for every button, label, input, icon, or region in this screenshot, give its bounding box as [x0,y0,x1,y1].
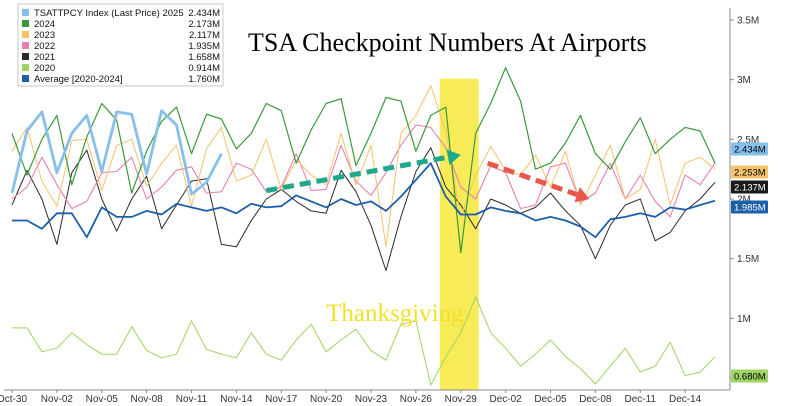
x-tick-label: Nov-05 [86,394,119,405]
trend-arrows [265,149,590,203]
axes: 3.5M3M2.5M2M1.5M1M0.5MOct-30Nov-02Nov-05… [0,8,759,405]
series-line-2021 [11,147,716,272]
y-tick-label: 3M [737,75,751,86]
legend-value: 2.434M [188,8,220,19]
x-tick-label: Nov-17 [265,394,298,405]
legend-value: 2.117M [189,30,220,41]
x-tick-label: Nov-23 [355,394,388,405]
x-tick-label: Nov-20 [310,394,343,405]
legend-swatch [22,9,29,16]
annotations: Thanksgiving [326,300,464,327]
end-badge-value: 2.253M [734,168,766,179]
legend-swatch [22,42,29,49]
x-tick-label: Dec-14 [669,394,702,405]
trend-arrow-head-1 [446,149,461,166]
end-badge-tsattpcy-index-last-price-2025: 2.434M [731,142,768,156]
end-badge-box [731,180,768,194]
end-badge-value: 0.680M [734,372,766,383]
legend-label: Average [2020-2024] [34,74,123,85]
x-tick-label: Dec-02 [490,394,523,405]
legend-box [17,3,224,87]
legend-value: 2.173M [188,19,220,30]
end-badge-box [731,200,768,214]
y-tick-label: 3.5M [737,15,759,26]
legend-swatch [22,75,29,82]
legend-swatch [22,31,29,38]
trend-arrow-head-2 [574,187,590,203]
end-badge-box [731,165,768,179]
end-badge-value: 1.985M [734,203,766,214]
legend-label: 2023 [34,30,55,41]
legend-entry-2021: 2021 1.658M [22,52,220,63]
end-badge-box [731,142,768,156]
trend-arrow-shaft-2 [486,160,578,198]
x-tick-label: Oct-30 [0,394,27,405]
legend-swatch [22,20,29,27]
y-tick-label: 2M [737,195,751,206]
end-badge-value: 2.434M [734,145,766,156]
x-tick-label: Nov-26 [400,394,433,405]
end-badge-value: 2.137M [734,183,766,194]
series-line-2020 [12,296,716,386]
legend-label: 2022 [34,41,55,52]
legend-value: 1.760M [188,74,220,85]
series-line-2024 [11,67,716,254]
end-badge-box [731,369,768,383]
legend: TSATTPCY Index (Last Price) 2025 2.434M20… [17,3,224,87]
legend-value: 1.658M [188,52,220,63]
series-lines [10,67,716,386]
legend-entry-average-2020-2024: Average [2020-2024] 1.760M [22,74,220,85]
legend-swatch [22,53,29,60]
end-badge-average-2020-2024: 1.985M [731,200,768,214]
legend-label: TSATTPCY Index (Last Price) 2025 [34,8,184,19]
x-tick-label: Dec-11 [625,394,657,405]
x-tick-label: Nov-29 [445,394,478,405]
chart-title: TSA Checkpoint Numbers At Airports [248,28,647,57]
y-tick-label: 1.5M [737,254,759,265]
legend-entry-tsattpcy-index-last-price-2025: TSATTPCY Index (Last Price) 2025 2.434M [22,8,220,19]
legend-label: 2020 [34,63,55,74]
legend-label: 2024 [34,19,55,30]
legend-entry-2020: 2020 0.914M [22,63,220,74]
legend-value: 1.935M [188,41,220,52]
legend-swatch [22,64,29,71]
end-badge-2020: 0.680M [731,369,768,383]
legend-entry-2023: 2023 2.117M [22,30,220,41]
y-tick-label: 1M [737,314,751,325]
legend-entry-2022: 2022 1.935M [22,41,220,52]
x-tick-label: Nov-08 [131,394,164,405]
series-line-2022 [11,124,716,218]
legend-entry-2024: 2024 2.173M [22,19,220,30]
legend-label: 2021 [34,52,55,63]
x-tick-label: Nov-11 [176,394,208,405]
end-badge-2023: 2.253M [731,165,768,179]
x-tick-label: Nov-14 [220,394,253,405]
trend-arrow-shaft-1 [265,154,449,194]
annotation-thanksgiving: Thanksgiving [326,300,464,327]
x-tick-label: Dec-05 [534,394,567,405]
x-tick-label: Nov-02 [41,394,74,405]
series-line-2023 [11,85,716,248]
end-value-badges: 2.434M 2.253M 2.137M 1.985M 0.680M [731,142,768,383]
series-line-average-2020-2024 [12,162,716,239]
end-badge-2021: 2.137M [731,180,768,194]
x-tick-label: Dec-08 [579,394,612,405]
legend-value: 0.914M [188,63,220,74]
series-line-tsattpcy-index-last-price-2025 [10,109,223,196]
y-tick-label: 2.5M [737,135,759,146]
